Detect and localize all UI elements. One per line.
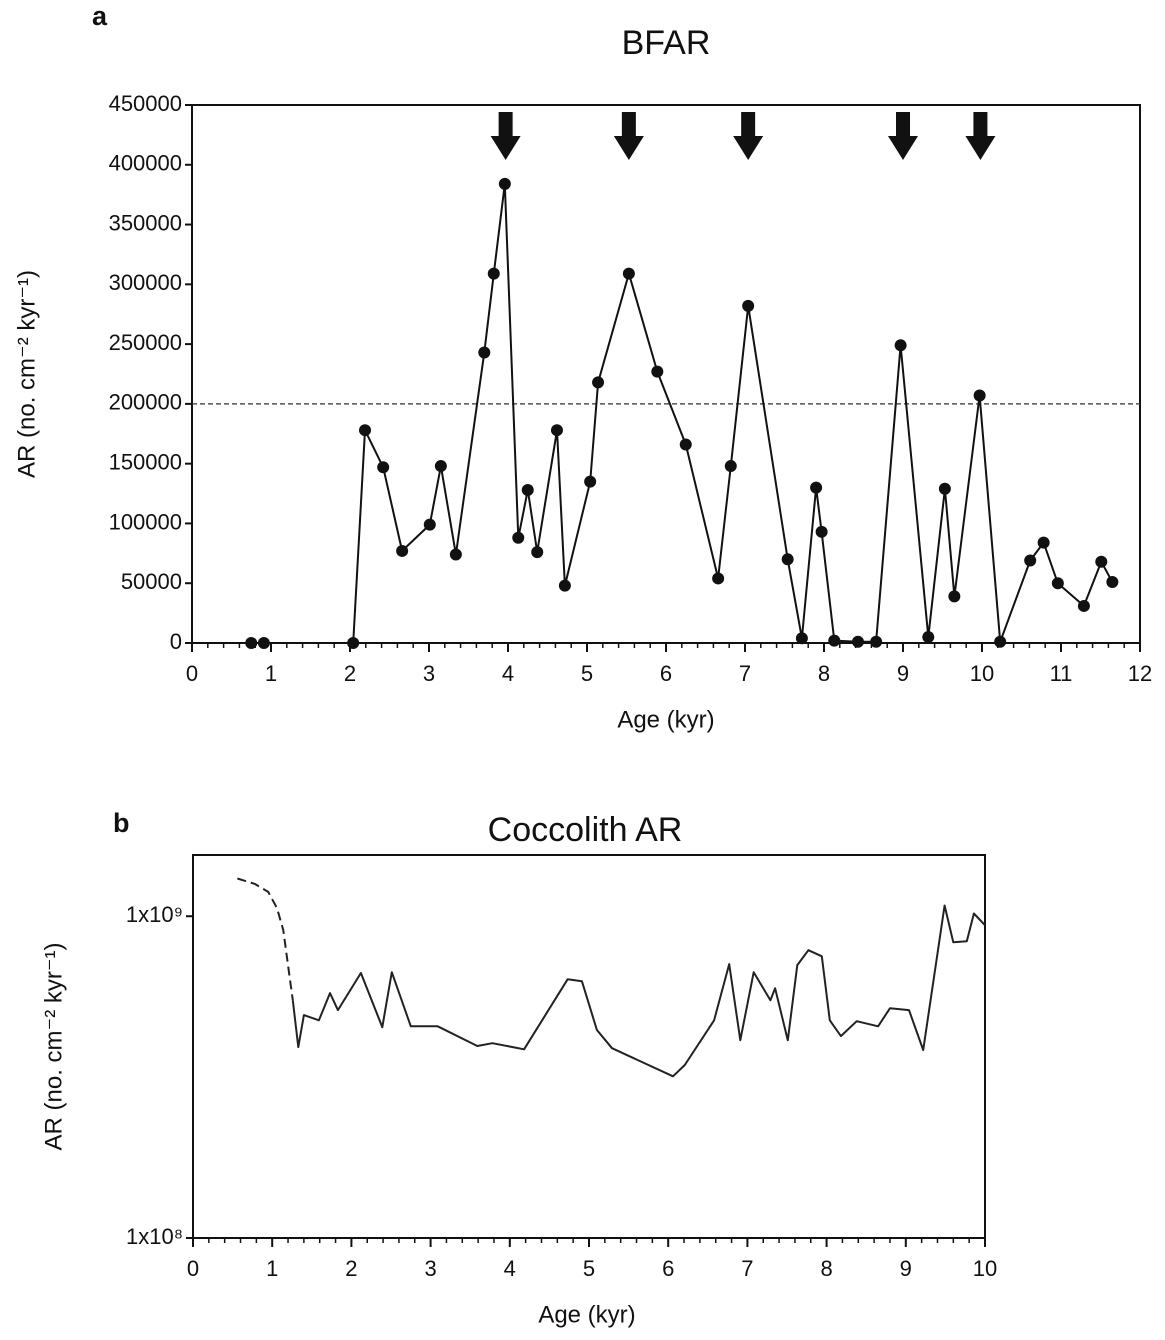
data-line	[237, 877, 294, 1001]
chart-title: Coccolith AR	[488, 811, 683, 849]
data-point	[622, 267, 635, 280]
y-tick-label: 50000	[121, 569, 182, 594]
data-point	[795, 632, 808, 645]
data-point	[870, 635, 883, 648]
data-point	[894, 339, 907, 352]
arrow	[965, 112, 996, 160]
x-tick-label: 6	[660, 661, 672, 686]
data-line	[251, 182, 1114, 644]
arrow	[888, 112, 918, 160]
data-point	[1106, 576, 1119, 589]
x-tick-label: 5	[581, 661, 593, 686]
x-tick-label: 6	[662, 1256, 674, 1281]
data-point	[973, 389, 986, 402]
data-point	[512, 531, 525, 544]
data-point	[521, 483, 534, 496]
data-point	[1037, 536, 1050, 549]
data-point	[396, 544, 409, 557]
data-point	[922, 631, 935, 644]
data-point	[781, 553, 794, 566]
data-point	[558, 579, 571, 592]
x-tick-label: 1	[266, 1256, 278, 1281]
x-tick-label: 3	[423, 661, 435, 686]
data-point	[584, 475, 597, 488]
x-tick-label: 12	[1128, 661, 1152, 686]
y-axis-label: AR (no. cm⁻² kyr⁻¹)	[40, 943, 67, 1151]
data-point	[478, 346, 491, 359]
data-point	[423, 518, 436, 531]
data-point	[938, 482, 951, 495]
panel-letter: a	[92, 1, 108, 31]
x-tick-label: 4	[504, 1256, 516, 1281]
y-tick-label: 250000	[109, 330, 182, 355]
x-tick-label: 8	[818, 661, 830, 686]
x-tick-label: 8	[820, 1256, 832, 1281]
data-line	[291, 904, 986, 1078]
data-point	[550, 424, 563, 437]
x-tick-label: 11	[1050, 661, 1073, 686]
x-tick-label: 9	[897, 661, 909, 686]
data-point	[1095, 555, 1108, 568]
x-tick-label: 2	[344, 661, 356, 686]
y-tick-label: 400000	[109, 151, 182, 176]
x-tick-label: 5	[583, 1256, 595, 1281]
arrow	[490, 112, 521, 160]
x-axis-label: Age (kyr)	[538, 1301, 635, 1328]
x-tick-label: 10	[970, 661, 994, 686]
data-point	[679, 438, 692, 451]
data-point	[1077, 599, 1090, 612]
arrow	[613, 112, 644, 160]
data-point	[592, 376, 605, 389]
x-tick-label: 9	[900, 1256, 912, 1281]
y-tick-label: 100000	[109, 509, 182, 534]
data-point	[531, 546, 544, 559]
data-point	[815, 525, 828, 538]
x-tick-label: 0	[187, 1256, 199, 1281]
data-point	[359, 424, 372, 437]
y-tick-label: 1x10⁸	[126, 1224, 183, 1249]
y-tick-label: 150000	[109, 449, 182, 474]
y-tick-label: 0	[170, 629, 182, 654]
data-point	[742, 299, 755, 312]
data-point	[712, 572, 725, 585]
data-point	[724, 460, 737, 473]
data-point	[498, 177, 511, 190]
x-tick-label: 0	[186, 661, 198, 686]
data-point	[434, 460, 447, 473]
x-tick-label: 4	[502, 661, 514, 686]
x-tick-label: 7	[739, 661, 751, 686]
x-tick-label: 2	[345, 1256, 357, 1281]
chart-title: BFAR	[622, 24, 711, 62]
data-point	[347, 637, 360, 649]
data-point	[377, 461, 390, 474]
panel-letter: b	[113, 808, 130, 838]
plot-frame	[192, 854, 986, 1239]
y-tick-label: 1x10⁹	[126, 902, 183, 927]
data-point	[487, 267, 500, 280]
data-point	[994, 635, 1007, 648]
data-point	[1024, 554, 1037, 567]
y-tick-label: 450000	[109, 91, 182, 116]
y-tick-label: 300000	[109, 270, 182, 295]
data-point	[449, 548, 462, 561]
x-tick-label: 7	[741, 1256, 753, 1281]
data-point	[245, 637, 258, 649]
data-point	[851, 635, 864, 648]
x-tick-label: 3	[424, 1256, 436, 1281]
data-point	[948, 590, 961, 603]
y-axis-label: AR (no. cm⁻² kyr⁻¹)	[13, 270, 40, 478]
data-point	[257, 637, 270, 649]
arrow	[733, 112, 764, 160]
x-tick-label: 1	[265, 661, 277, 686]
data-point	[1051, 577, 1064, 590]
plot-frame	[191, 104, 1141, 644]
data-point	[651, 365, 664, 378]
x-tick-label: 10	[973, 1256, 997, 1281]
y-tick-label: 200000	[109, 390, 182, 415]
data-point	[810, 481, 823, 494]
x-axis-label: Age (kyr)	[617, 706, 714, 733]
data-point	[828, 634, 841, 647]
y-tick-label: 350000	[109, 210, 182, 235]
